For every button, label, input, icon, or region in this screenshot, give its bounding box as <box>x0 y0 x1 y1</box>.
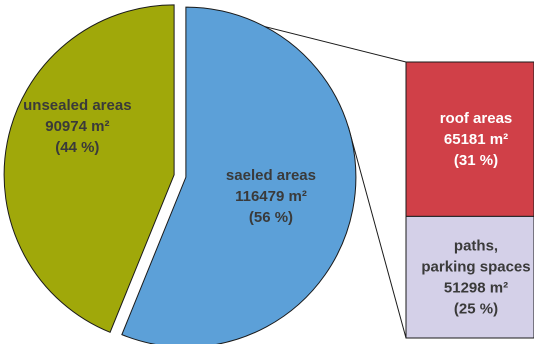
connector-line-bottom <box>347 126 407 339</box>
bar-segment-roof-areas <box>405 61 534 217</box>
pie-slice-sealed-areas <box>121 6 357 344</box>
pie-label-unsealed-areas: unsealed areas 90974 m² (44 %) <box>23 97 131 156</box>
bar-segment-paths-parking-spaces <box>405 215 534 339</box>
bar-label-paths-parking-spaces: paths, parking spaces 51298 m² (25 %) <box>421 238 530 318</box>
pie-slice-unsealed-areas <box>3 4 175 333</box>
pie-label-sealed-areas: saeled areas 116479 m² (56 %) <box>226 167 316 226</box>
bar-label-roof-areas: roof areas 65181 m² (31 %) <box>440 110 513 169</box>
